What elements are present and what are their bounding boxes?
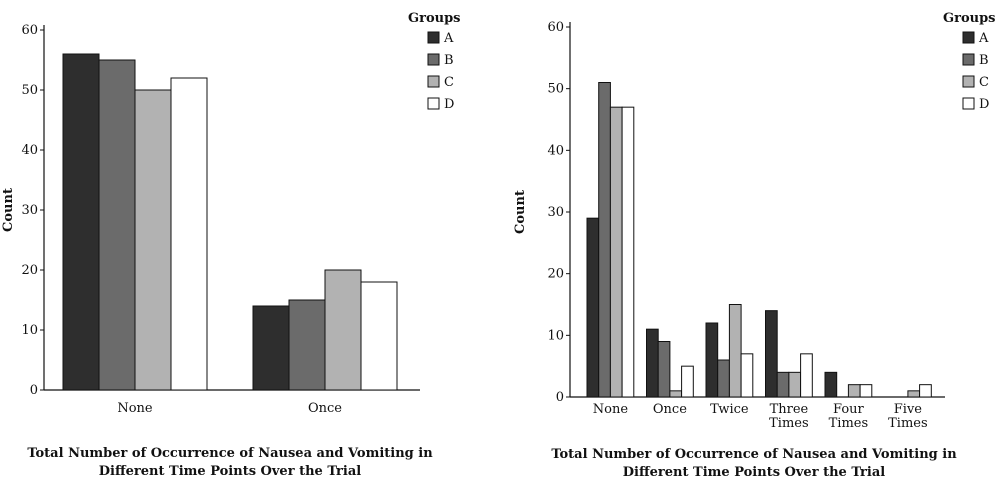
chart2-y-tick-label: 20 (547, 267, 564, 282)
chart1-legend-title: Groups (408, 11, 460, 26)
chart1-y-tick-label: 50 (21, 83, 38, 98)
chart1-y-tick-label: 10 (21, 323, 38, 338)
chart2-y-tick-label: 50 (547, 82, 564, 97)
chart2-x-tick-label: Four Times (829, 402, 869, 431)
chart1-y-tick-label: 40 (21, 143, 38, 158)
chart1-bar-C-1 (134, 89, 172, 391)
chart1-x-tick-label: None (117, 401, 153, 416)
chart2-x-tick-label: Once (653, 402, 687, 417)
chart1-y-tick-label: 30 (21, 203, 38, 218)
chart2-y-tick-label: 10 (547, 328, 564, 343)
chart2-y-tick-label: 30 (547, 205, 564, 220)
chart2-x-tick-label: None (593, 402, 629, 417)
chart2-x-axis-title-line2: Different Time Points Over the Trial (623, 465, 885, 480)
chart2-legend-title: Groups (943, 11, 995, 26)
chart2-bar-D-1 (621, 106, 635, 398)
chart2-bar-C-5 (847, 384, 861, 398)
chart2-y-tick-label: 60 (547, 20, 564, 35)
chart1-bar-B-2 (288, 299, 326, 391)
chart2-bar-A-4 (765, 310, 778, 398)
chart2-legend-label-B: B (979, 53, 989, 68)
chart2-bar-D-6 (919, 384, 932, 398)
chart2-bar-D-3 (740, 353, 754, 398)
chart2-legend-label-D: D (979, 97, 989, 112)
chart2-bar-D-4 (800, 353, 813, 398)
chart2-legend-swatch-A (962, 31, 975, 44)
chart2-y-tick-label: 40 (547, 143, 564, 158)
chart1-x-axis-title-line1: Total Number of Occurrence of Nausea and… (27, 446, 433, 461)
chart2-bar-C-2 (669, 390, 683, 398)
chart2-bar-C-6 (907, 390, 921, 398)
chart2-bar-D-2 (681, 365, 694, 398)
chart2-y-tick-label: 0 (556, 390, 564, 405)
chart1-x-axis-title-line2: Different Time Points Over the Trial (99, 464, 361, 479)
chart1-bar-D-2 (360, 281, 398, 391)
chart1-y-axis-title: Count (1, 188, 16, 232)
chart1-bar-A-2 (252, 305, 290, 391)
chart2-bar-A-1 (586, 217, 600, 398)
chart1-legend-swatch-A (427, 31, 440, 44)
chart2-bar-A-2 (646, 328, 659, 398)
chart2-bar-B-2 (657, 341, 671, 398)
chart1-bar-D-1 (170, 77, 208, 391)
chart2-x-tick-label: Five Times (888, 402, 928, 431)
chart2-bar-A-3 (705, 322, 719, 398)
chart1-legend-label-D: D (444, 97, 454, 112)
chart2-x-axis-title-line1: Total Number of Occurrence of Nausea and… (551, 447, 957, 462)
chart2-bar-B-3 (717, 359, 730, 398)
chart2-bar-C-4 (788, 371, 802, 398)
chart2-bar-A-5 (824, 371, 838, 398)
chart1-legend-label-B: B (444, 53, 454, 68)
chart1-legend-label-A: A (443, 31, 454, 46)
chart1-y-tick-label: 60 (21, 23, 38, 38)
chart1-bar-B-1 (98, 59, 136, 391)
chart2-legend-label-A: A (978, 31, 989, 46)
chart1-x-tick-label: Once (308, 401, 342, 416)
chart1-bar-A-1 (62, 53, 100, 391)
chart2-x-tick-label: Twice (710, 402, 749, 417)
chart2-bar-B-4 (776, 371, 790, 398)
chart2-bar-B-1 (598, 82, 611, 398)
chart2-bar-C-1 (609, 106, 623, 398)
chart2-bar-D-5 (859, 384, 873, 398)
chart2-x-tick-label: Three Times (769, 402, 809, 431)
chart1-bar-C-2 (324, 269, 362, 391)
chart2-legend-swatch-D (962, 97, 975, 110)
chart1-y-tick-label: 20 (21, 263, 38, 278)
chart1-legend-label-C: C (444, 75, 454, 90)
chart1-legend-swatch-B (427, 53, 440, 66)
chart2-legend-swatch-B (962, 53, 975, 66)
chart1-legend-swatch-C (427, 75, 440, 88)
chart2-bar-C-3 (728, 304, 742, 398)
chart2-legend-swatch-C (962, 75, 975, 88)
chart1-y-tick-label: 0 (30, 383, 38, 398)
chart2-y-axis-title: Count (513, 190, 528, 234)
chart1-legend-swatch-D (427, 97, 440, 110)
chart2-legend-label-C: C (979, 75, 989, 90)
